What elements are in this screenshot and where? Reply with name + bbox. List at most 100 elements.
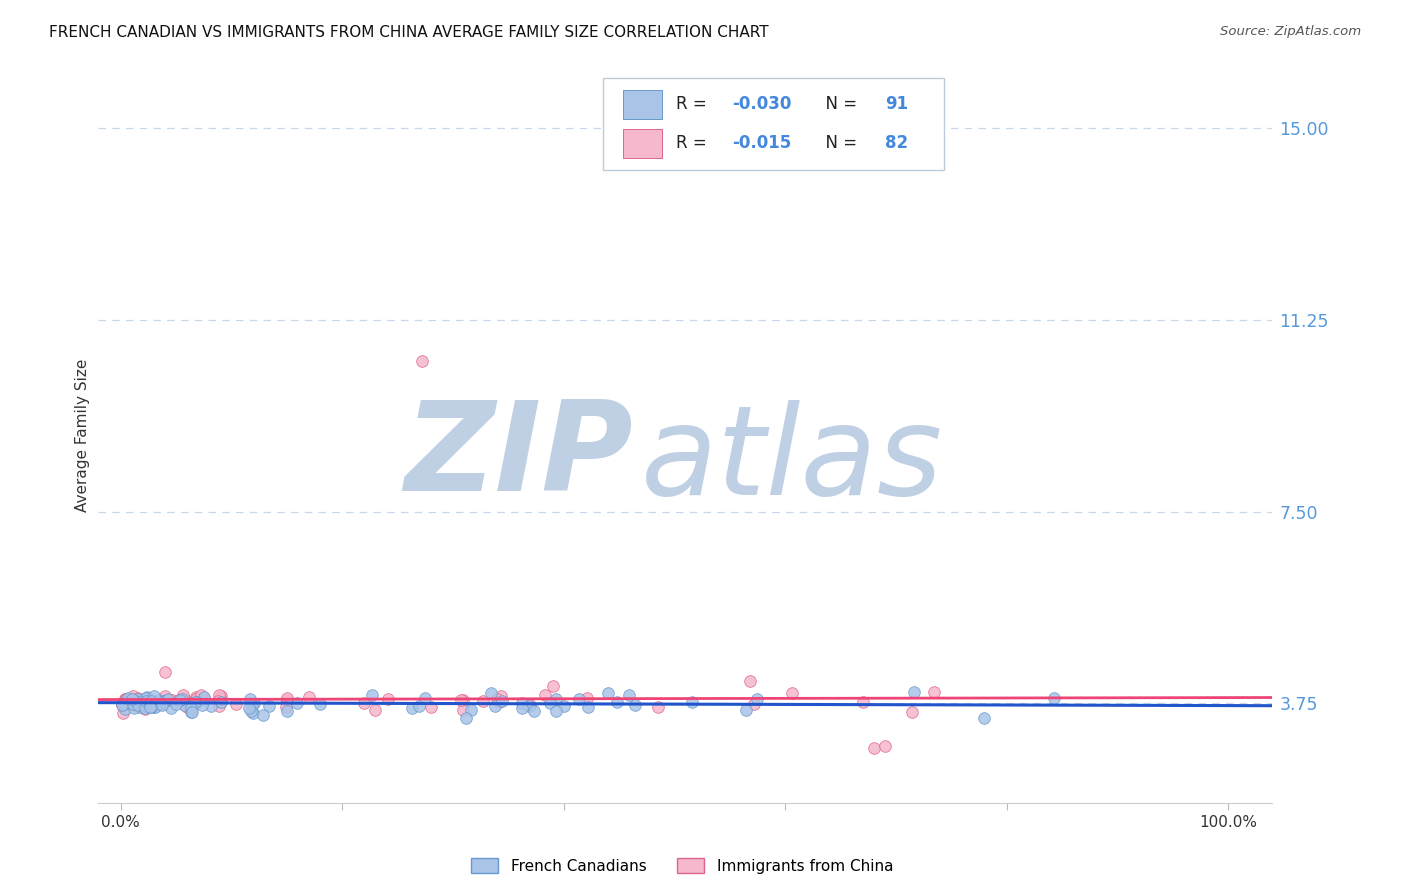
Point xyxy=(184,691,207,706)
Point xyxy=(624,698,647,713)
Point xyxy=(111,696,134,710)
Point xyxy=(546,704,568,718)
Point xyxy=(156,692,179,706)
Point xyxy=(114,695,136,709)
Point xyxy=(117,690,139,705)
Point xyxy=(150,698,173,712)
Point xyxy=(139,693,162,707)
Point xyxy=(165,698,187,712)
Point xyxy=(115,695,138,709)
Point xyxy=(139,700,162,714)
Point xyxy=(190,688,212,702)
Point xyxy=(145,694,167,708)
Point xyxy=(451,692,474,706)
Point xyxy=(160,693,183,707)
Point xyxy=(489,689,512,703)
Point xyxy=(735,703,758,717)
Point xyxy=(121,697,143,711)
Point xyxy=(207,688,229,702)
Point xyxy=(274,699,297,714)
Point xyxy=(419,700,441,714)
Point xyxy=(901,705,924,719)
Point xyxy=(125,692,148,706)
Point xyxy=(523,704,546,718)
Point xyxy=(112,706,135,721)
Point xyxy=(239,704,262,718)
Point xyxy=(617,688,640,702)
Point xyxy=(111,698,134,712)
Point xyxy=(488,695,510,709)
Point xyxy=(112,697,135,711)
Text: ZIP: ZIP xyxy=(404,396,633,517)
Point xyxy=(903,685,925,699)
Point xyxy=(135,695,157,709)
Point xyxy=(209,689,232,703)
Point xyxy=(135,691,157,706)
Point xyxy=(568,692,591,706)
Point xyxy=(114,693,136,707)
Point xyxy=(287,696,309,710)
Point xyxy=(167,693,190,707)
Point xyxy=(153,694,176,708)
Point xyxy=(150,695,173,709)
Point xyxy=(148,693,170,707)
Point xyxy=(149,694,172,708)
Point xyxy=(540,696,562,710)
Point xyxy=(125,694,148,708)
Text: FRENCH CANADIAN VS IMMIGRANTS FROM CHINA AVERAGE FAMILY SIZE CORRELATION CHART: FRENCH CANADIAN VS IMMIGRANTS FROM CHINA… xyxy=(49,25,769,40)
Text: 91: 91 xyxy=(884,95,908,113)
Point xyxy=(136,697,159,711)
Point xyxy=(1043,690,1066,705)
Point xyxy=(924,685,946,699)
Point xyxy=(780,686,803,700)
Point xyxy=(153,689,176,703)
Point xyxy=(118,695,141,709)
Point xyxy=(647,699,669,714)
Point xyxy=(129,697,152,711)
Text: N =: N = xyxy=(814,135,862,153)
Point xyxy=(413,690,436,705)
Point xyxy=(534,688,557,702)
Point xyxy=(596,686,619,700)
Point xyxy=(173,698,195,712)
Point xyxy=(276,691,298,706)
Point xyxy=(745,692,768,706)
Point xyxy=(114,692,136,706)
Point xyxy=(517,698,540,713)
Point xyxy=(180,696,202,710)
Point xyxy=(360,688,382,702)
Point xyxy=(208,698,231,713)
Point xyxy=(491,694,513,708)
Point xyxy=(257,699,280,714)
Point xyxy=(153,694,176,708)
Point xyxy=(485,692,508,706)
Point xyxy=(169,693,191,707)
Point xyxy=(363,703,385,717)
Legend: French Canadians, Immigrants from China: French Canadians, Immigrants from China xyxy=(464,852,900,880)
Point xyxy=(155,695,177,709)
Point xyxy=(143,700,166,714)
Point xyxy=(207,693,229,707)
Point xyxy=(873,739,896,753)
Point xyxy=(141,695,163,709)
Point xyxy=(122,690,145,704)
Text: 82: 82 xyxy=(884,135,908,153)
Text: -0.030: -0.030 xyxy=(733,95,792,113)
Point xyxy=(862,740,884,755)
Point xyxy=(117,693,139,707)
Y-axis label: Average Family Size: Average Family Size xyxy=(75,359,90,511)
Point xyxy=(472,694,495,708)
Point xyxy=(576,699,599,714)
Point xyxy=(240,698,263,713)
Point xyxy=(143,690,166,704)
Point xyxy=(134,701,156,715)
Point xyxy=(276,693,298,707)
Point xyxy=(401,701,423,715)
Point xyxy=(239,691,262,706)
Point xyxy=(146,694,169,708)
Text: R =: R = xyxy=(676,135,711,153)
Point xyxy=(512,700,534,714)
Point xyxy=(127,691,149,706)
Point xyxy=(209,694,232,708)
Point xyxy=(451,703,474,717)
